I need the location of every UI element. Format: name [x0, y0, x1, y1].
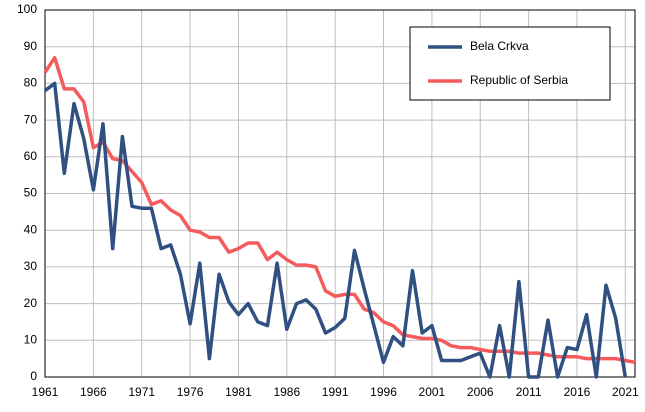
legend-box	[409, 26, 611, 101]
y-tick-label: 100	[17, 2, 37, 16]
series-line	[43, 55, 636, 365]
x-tick-label: 2021	[612, 385, 639, 399]
x-tick-label: 1971	[128, 385, 155, 399]
y-tick-label: 80	[24, 76, 38, 90]
x-tick-label: 2016	[564, 385, 591, 399]
x-tick-label: 1966	[80, 385, 107, 399]
y-tick-label: 20	[24, 296, 38, 310]
x-tick-label: 1961	[32, 385, 59, 399]
y-tick-label: 40	[24, 222, 38, 236]
x-tick-label: 1981	[225, 385, 252, 399]
y-tick-label: 90	[24, 39, 38, 53]
plot-border	[44, 9, 636, 378]
x-tick-label: 1986	[273, 385, 300, 399]
y-tick-label: 50	[24, 186, 38, 200]
y-tick-label: 60	[24, 149, 38, 163]
series-line	[43, 81, 628, 379]
x-tick-label: 2001	[419, 385, 446, 399]
y-tick-label: 30	[24, 259, 38, 273]
x-tick-label: 2011	[516, 385, 542, 399]
legend-label: Bela Crkva	[470, 39, 529, 53]
x-tick-label: 1991	[322, 385, 349, 399]
y-tick-label: 70	[24, 112, 38, 126]
x-tick-label: 2006	[467, 385, 494, 399]
x-tick-label: 1996	[370, 385, 397, 399]
y-tick-label: 10	[24, 332, 38, 346]
legend-label: Republic of Serbia	[470, 73, 568, 87]
y-tick-label: 0	[30, 369, 37, 383]
x-tick-label: 1976	[177, 385, 204, 399]
